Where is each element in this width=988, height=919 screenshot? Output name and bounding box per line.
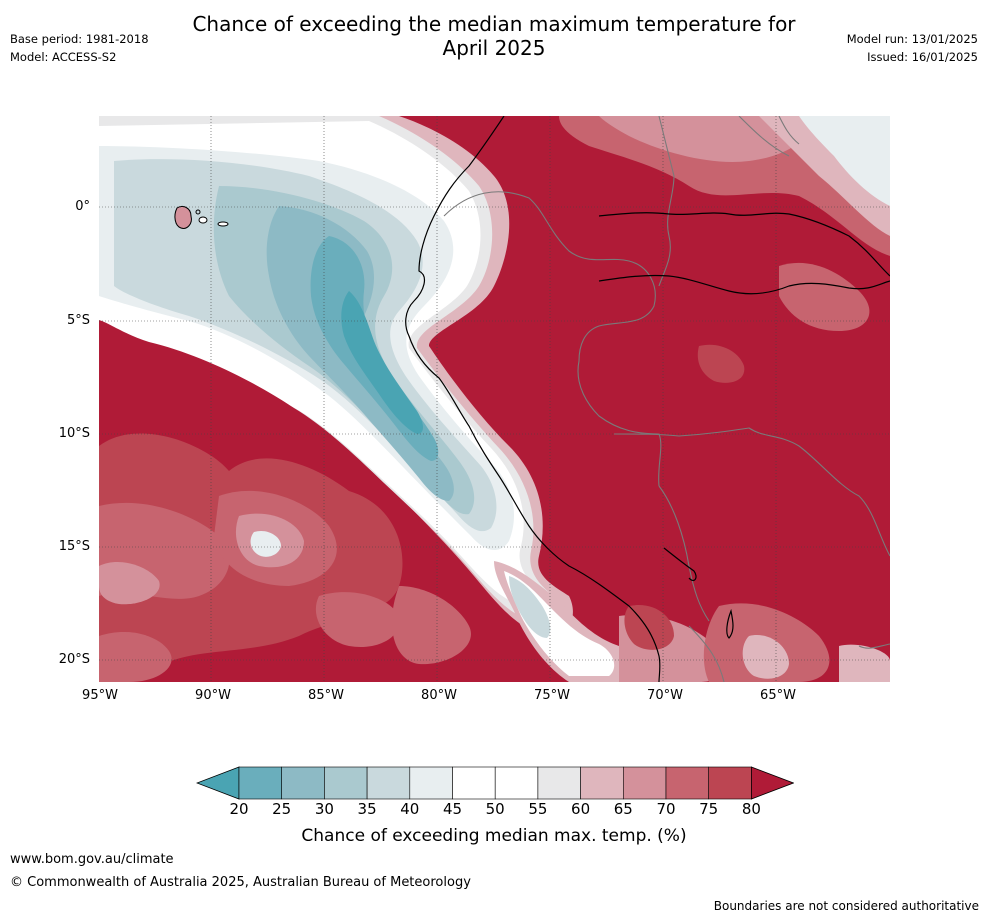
colorbar-tick-label: 75 — [699, 800, 719, 818]
colorbar-tick-label: 50 — [485, 800, 505, 818]
lon-label-75w: 75°W — [534, 688, 570, 703]
colorbar-extend-low — [196, 766, 240, 800]
colorbar-cell — [494, 766, 539, 800]
southwest-ocean-moderate-area — [99, 433, 471, 682]
southeast-moderate-area — [619, 603, 890, 682]
colorbar-cell — [409, 766, 453, 800]
footer-url[interactable]: www.bom.gov.au/climate — [10, 852, 174, 867]
lon-label-95w: 95°W — [82, 688, 118, 703]
colorbar-cell — [537, 766, 581, 800]
country-borders — [443, 116, 890, 682]
forecast-metadata-left: Base period: 1981-2018 Model: ACCESS-S2 — [10, 30, 149, 66]
colorbar-cell — [580, 766, 624, 800]
map-title-line-1: Chance of exceeding the median maximum t… — [192, 12, 796, 36]
colorbar-cell — [324, 766, 368, 800]
colorbar-tick-label: 35 — [357, 800, 377, 818]
lon-label-90w: 90°W — [195, 688, 231, 703]
colorbar-tick-label: 25 — [272, 800, 292, 818]
base-period: Base period: 1981-2018 — [10, 32, 149, 46]
model-run-date: Model run: 13/01/2025 — [846, 32, 978, 46]
lon-label-70w: 70°W — [647, 688, 683, 703]
lon-label-65w: 65°W — [760, 688, 796, 703]
colorbar-tick-label: 65 — [613, 800, 633, 818]
colorbar-tick-label: 20 — [229, 800, 249, 818]
colorbar-tick-label: 45 — [442, 800, 463, 818]
colorbar-tick-label: 40 — [400, 800, 420, 818]
northeast-moderate-area — [559, 116, 890, 383]
lat-label-20s: 20°S — [58, 652, 90, 667]
colorbar-cell — [708, 766, 752, 800]
lon-label-85w: 85°W — [308, 688, 344, 703]
lat-label-5s: 5°S — [66, 313, 90, 328]
colorbar-cell — [238, 766, 283, 800]
galapagos-islands — [174, 205, 229, 229]
colorbar-cell — [622, 766, 667, 800]
graticule — [99, 116, 890, 682]
probability-map — [99, 116, 890, 682]
colorbar-cell — [452, 766, 496, 800]
colorbar-extend-high — [751, 766, 794, 800]
map-title: Chance of exceeding the median maximum t… — [0, 12, 988, 60]
colorbar-label: Chance of exceeding median max. temp. (%… — [301, 826, 687, 846]
colorbar-tick-label: 60 — [571, 800, 591, 818]
colorbar — [196, 766, 794, 800]
colorbar-tick-label: 30 — [314, 800, 334, 818]
colorbar-cell — [281, 766, 325, 800]
colorbar-tick-label: 55 — [528, 800, 548, 818]
footer-copyright: © Commonwealth of Australia 2025, Austra… — [10, 875, 471, 890]
forecast-metadata-right: Model run: 13/01/2025 Issued: 16/01/2025 — [847, 30, 978, 66]
lat-label-10s: 10°S — [58, 426, 90, 441]
colorbar-tick-label: 70 — [656, 800, 676, 818]
model-name: Model: ACCESS-S2 — [10, 50, 117, 64]
cool-coastal-band — [99, 116, 648, 682]
lat-label-0: 0° — [75, 199, 90, 214]
map-title-line-2: April 2025 — [442, 36, 546, 60]
lat-label-15s: 15°S — [58, 539, 90, 554]
colorbar-cell — [366, 766, 411, 800]
lon-label-80w: 80°W — [421, 688, 457, 703]
colorbar-tick-label: 80 — [741, 800, 761, 818]
coastlines — [405, 116, 890, 682]
colorbar-cell — [665, 766, 710, 800]
issued-date: Issued: 16/01/2025 — [867, 50, 978, 64]
boundaries-disclaimer: Boundaries are not considered authoritat… — [713, 899, 979, 913]
